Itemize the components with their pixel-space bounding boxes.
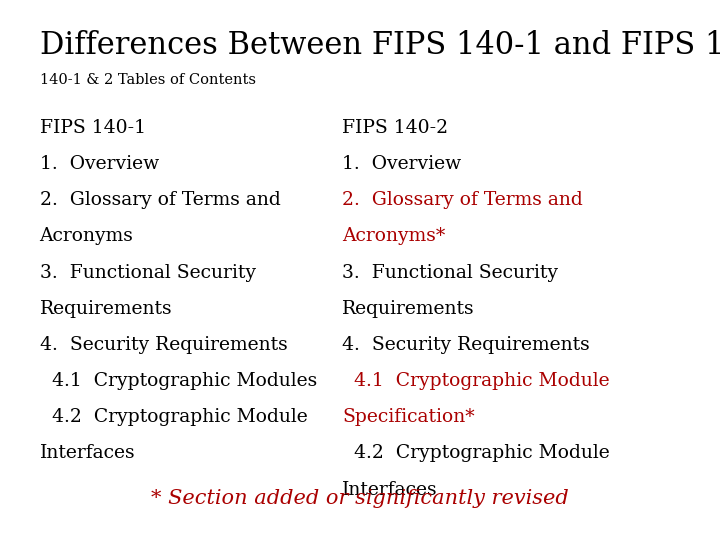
Text: Requirements: Requirements (342, 300, 474, 318)
Text: FIPS 140-1: FIPS 140-1 (40, 119, 145, 137)
Text: Differences Between FIPS 140-1 and FIPS 140-2: Differences Between FIPS 140-1 and FIPS … (40, 30, 720, 60)
Text: 140-1 & 2 Tables of Contents: 140-1 & 2 Tables of Contents (40, 73, 256, 87)
Text: 3.  Functional Security: 3. Functional Security (40, 264, 256, 281)
Text: Acronyms: Acronyms (40, 227, 133, 245)
Text: 4.2  Cryptographic Module: 4.2 Cryptographic Module (342, 444, 610, 462)
Text: 3.  Functional Security: 3. Functional Security (342, 264, 558, 281)
Text: FIPS 140-2: FIPS 140-2 (342, 119, 448, 137)
Text: 1.  Overview: 1. Overview (40, 155, 158, 173)
Text: Requirements: Requirements (40, 300, 172, 318)
Text: Interfaces: Interfaces (342, 481, 438, 498)
Text: 4.2  Cryptographic Module: 4.2 Cryptographic Module (40, 408, 307, 426)
Text: 4.1  Cryptographic Modules: 4.1 Cryptographic Modules (40, 372, 317, 390)
Text: Specification*: Specification* (342, 408, 474, 426)
Text: 2.  Glossary of Terms and: 2. Glossary of Terms and (40, 191, 280, 209)
Text: 4.1  Cryptographic Module: 4.1 Cryptographic Module (342, 372, 610, 390)
Text: 4.  Security Requirements: 4. Security Requirements (40, 336, 287, 354)
Text: 1.  Overview: 1. Overview (342, 155, 461, 173)
Text: * Section added or significantly revised: * Section added or significantly revised (151, 489, 569, 508)
Text: 4.  Security Requirements: 4. Security Requirements (342, 336, 590, 354)
Text: 2.  Glossary of Terms and: 2. Glossary of Terms and (342, 191, 582, 209)
Text: Interfaces: Interfaces (40, 444, 135, 462)
Text: Acronyms*: Acronyms* (342, 227, 445, 245)
